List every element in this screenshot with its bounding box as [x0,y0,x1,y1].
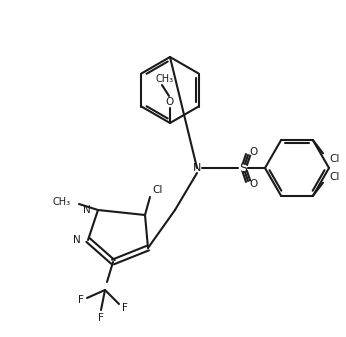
Text: Cl: Cl [152,185,162,195]
Text: F: F [78,295,84,305]
Text: F: F [122,303,128,313]
Text: N: N [193,163,201,173]
Text: O: O [250,179,258,189]
Text: CH₃: CH₃ [156,74,174,84]
Text: N: N [73,235,81,245]
Text: CH₃: CH₃ [53,197,71,207]
Text: S: S [239,161,247,175]
Text: Cl: Cl [329,154,339,164]
Text: O: O [166,97,174,107]
Text: O: O [250,147,258,157]
Text: Cl: Cl [329,172,339,182]
Text: F: F [98,313,104,323]
Text: N: N [83,205,91,215]
